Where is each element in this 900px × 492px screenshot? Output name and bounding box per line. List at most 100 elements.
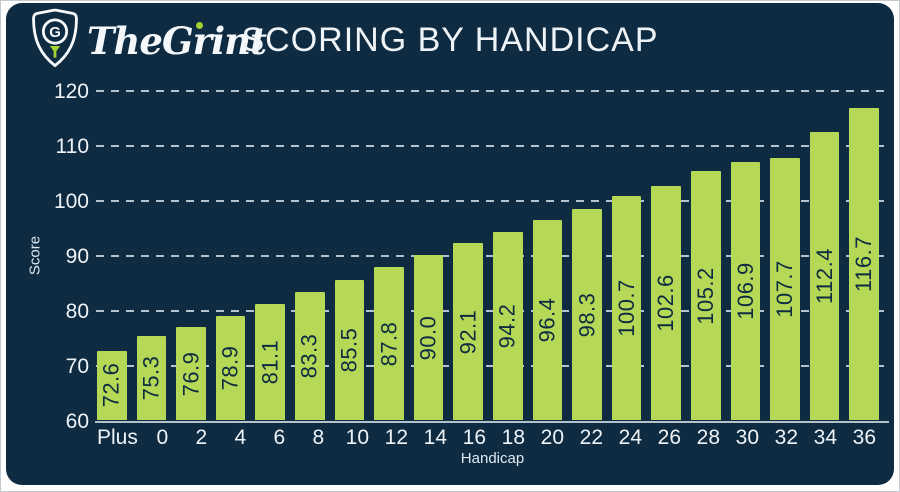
- bar-2: 76.9: [176, 327, 206, 420]
- x-tick-Plus: Plus: [97, 426, 138, 449]
- bar-34: 112.4: [809, 131, 840, 420]
- bar-value-label: 81.1: [255, 304, 285, 420]
- bar-10: 85.5: [334, 279, 365, 420]
- bar-value-label: 102.6: [651, 186, 681, 420]
- bar-value-text: 100.7: [613, 279, 639, 337]
- bar-value-text: 90.0: [415, 315, 441, 360]
- bars-container: 72.6 75.3 76.9 78.9 81.1 83.3 85.5 87.8 90.0 92.1…: [97, 89, 879, 420]
- x-tick-16: 16: [462, 426, 487, 449]
- bar-value-label: 107.7: [770, 158, 800, 420]
- bar-value-text: 87.8: [375, 321, 401, 366]
- y-tick-80: 80: [65, 300, 89, 323]
- bar-16: 92.1: [453, 243, 483, 420]
- gridline-120: [96, 90, 889, 92]
- bar-value-label: 87.8: [374, 267, 404, 420]
- bar-value-label: 72.6: [97, 351, 127, 420]
- y-tick-120: 120: [53, 80, 89, 103]
- y-tick-100: 100: [53, 190, 89, 213]
- x-tick-32: 32: [774, 426, 799, 449]
- bar-8: 83.3: [294, 291, 325, 420]
- x-tick-36: 36: [852, 426, 877, 449]
- bar-value-label: 90.0: [414, 255, 444, 420]
- x-axis-line: [95, 421, 889, 423]
- brand-wordmark: TheGrint: [87, 15, 267, 67]
- bar-value-text: 107.7: [771, 260, 797, 318]
- gridline-70: [96, 365, 889, 367]
- bar-32: 107.7: [770, 157, 800, 420]
- bar-value-text: 81.1: [257, 339, 283, 385]
- bar-value-text: 92.1: [455, 309, 481, 355]
- bar-value-text: 105.2: [692, 266, 718, 325]
- x-tick-4: 4: [234, 426, 247, 449]
- x-tick-10: 10: [345, 426, 370, 449]
- bar-value-text: 112.4: [811, 247, 837, 304]
- brand-i-dot-icon: [196, 22, 203, 29]
- bar-value-text: 83.3: [296, 333, 322, 379]
- bar-value-label: 92.1: [453, 243, 483, 420]
- y-axis-label: Score: [26, 235, 44, 276]
- bar-12: 87.8: [374, 267, 404, 420]
- x-tick-26: 26: [657, 426, 682, 449]
- bar-26: 102.6: [651, 185, 681, 420]
- x-tick-28: 28: [696, 426, 721, 449]
- bar-value-label: 85.5: [335, 280, 365, 420]
- bar-value-text: 102.6: [653, 274, 679, 332]
- bar-Plus: 72.6: [97, 350, 127, 420]
- bar-value-label: 100.7: [612, 196, 642, 420]
- gridline-100: [96, 200, 889, 202]
- bar-14: 90.0: [413, 255, 444, 420]
- bar-value-text: 98.3: [573, 292, 599, 338]
- bar-24: 100.7: [611, 196, 642, 420]
- x-tick-6: 6: [273, 426, 286, 449]
- brand-text: TheGrint: [87, 19, 267, 63]
- bar-value-text: 94.2: [494, 303, 520, 349]
- chart-title: SCORING BY HANDICAP: [241, 21, 659, 59]
- bar-value-label: 112.4: [810, 132, 840, 420]
- bar-value-text: 106.9: [732, 262, 758, 320]
- x-tick-0: 0: [156, 426, 169, 449]
- svg-text:G: G: [49, 24, 61, 41]
- bar-18: 94.2: [492, 231, 523, 420]
- x-tick-34: 34: [813, 426, 838, 449]
- x-tick-2: 2: [195, 426, 208, 449]
- bar-value-text: 72.6: [98, 362, 124, 408]
- bar-value-text: 96.4: [534, 297, 560, 343]
- bar-4: 78.9: [215, 316, 246, 420]
- bar-value-text: 116.7: [851, 236, 877, 293]
- y-tick-60: 60: [65, 410, 89, 433]
- bar-value-text: 76.9: [177, 351, 203, 396]
- bar-28: 105.2: [690, 171, 721, 420]
- x-tick-22: 22: [579, 426, 604, 449]
- x-tick-24: 24: [618, 426, 643, 449]
- bar-value-label: 75.3: [137, 336, 167, 420]
- bar-6: 81.1: [255, 303, 285, 420]
- x-tick-8: 8: [312, 426, 325, 449]
- bar-value-label: 94.2: [493, 232, 523, 420]
- bar-value-text: 75.3: [138, 355, 164, 401]
- bar-value-text: 85.5: [336, 327, 362, 373]
- gridline-80: [96, 310, 889, 312]
- bar-value-label: 96.4: [533, 220, 563, 420]
- y-tick-70: 70: [65, 355, 89, 378]
- bar-value-label: 83.3: [295, 292, 325, 420]
- bar-value-label: 78.9: [216, 316, 246, 420]
- bar-36: 116.7: [849, 108, 879, 420]
- bar-value-text: 78.9: [217, 345, 243, 391]
- gridline-90: [96, 255, 889, 257]
- bar-value-label: 98.3: [572, 209, 602, 420]
- y-tick-90: 90: [65, 245, 89, 268]
- x-tick-20: 20: [540, 426, 565, 449]
- gridline-110: [96, 145, 889, 147]
- bar-value-label: 105.2: [691, 171, 721, 420]
- bar-value-label: 106.9: [731, 162, 761, 420]
- x-axis-label: Handicap: [460, 450, 525, 467]
- bar-30: 106.9: [730, 162, 761, 420]
- x-tick-14: 14: [423, 426, 448, 449]
- x-tick-30: 30: [735, 426, 760, 449]
- x-axis-ticks: Plus 0 2 4 6 8 10 12 14 16 18 20 22 24 26 28 30 32 34 36: [97, 426, 879, 450]
- y-tick-110: 110: [55, 135, 89, 158]
- x-tick-12: 12: [384, 426, 409, 449]
- bar-20: 96.4: [532, 219, 563, 420]
- x-tick-18: 18: [501, 426, 526, 449]
